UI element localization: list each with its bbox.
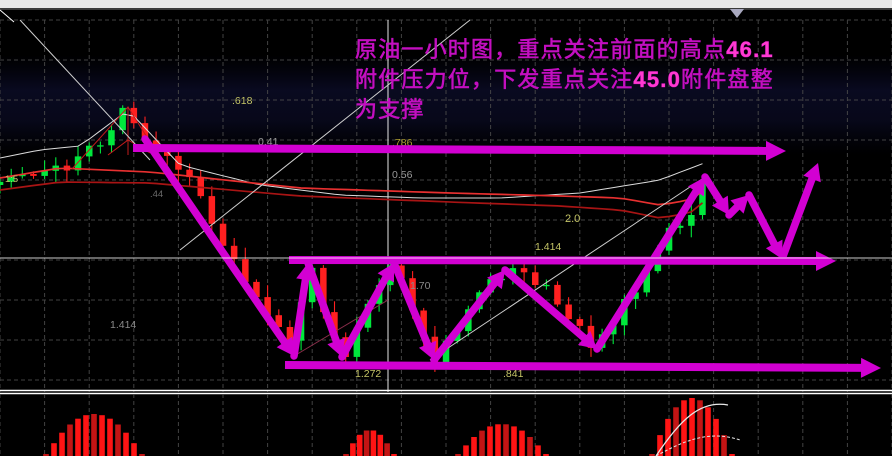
svg-text:1.70: 1.70 <box>410 280 431 292</box>
svg-text:原油一小时图，重点关注前面的高点46.1: 原油一小时图，重点关注前面的高点46.1 <box>355 37 774 62</box>
svg-text:.44: .44 <box>150 189 163 200</box>
svg-text:1.272: 1.272 <box>355 368 381 380</box>
svg-text:1:5: 1:5 <box>5 174 18 185</box>
svg-text:.618: .618 <box>232 95 253 107</box>
svg-text:为支撑: 为支撑 <box>355 97 425 122</box>
svg-text:附件压力位，下发重点关注45.0附件盘整: 附件压力位，下发重点关注45.0附件盘整 <box>355 67 774 92</box>
svg-text:0.56: 0.56 <box>392 169 413 181</box>
svg-text:1.414: 1.414 <box>535 241 561 253</box>
svg-text:2.0: 2.0 <box>565 213 580 225</box>
svg-text:1.414: 1.414 <box>110 319 136 331</box>
